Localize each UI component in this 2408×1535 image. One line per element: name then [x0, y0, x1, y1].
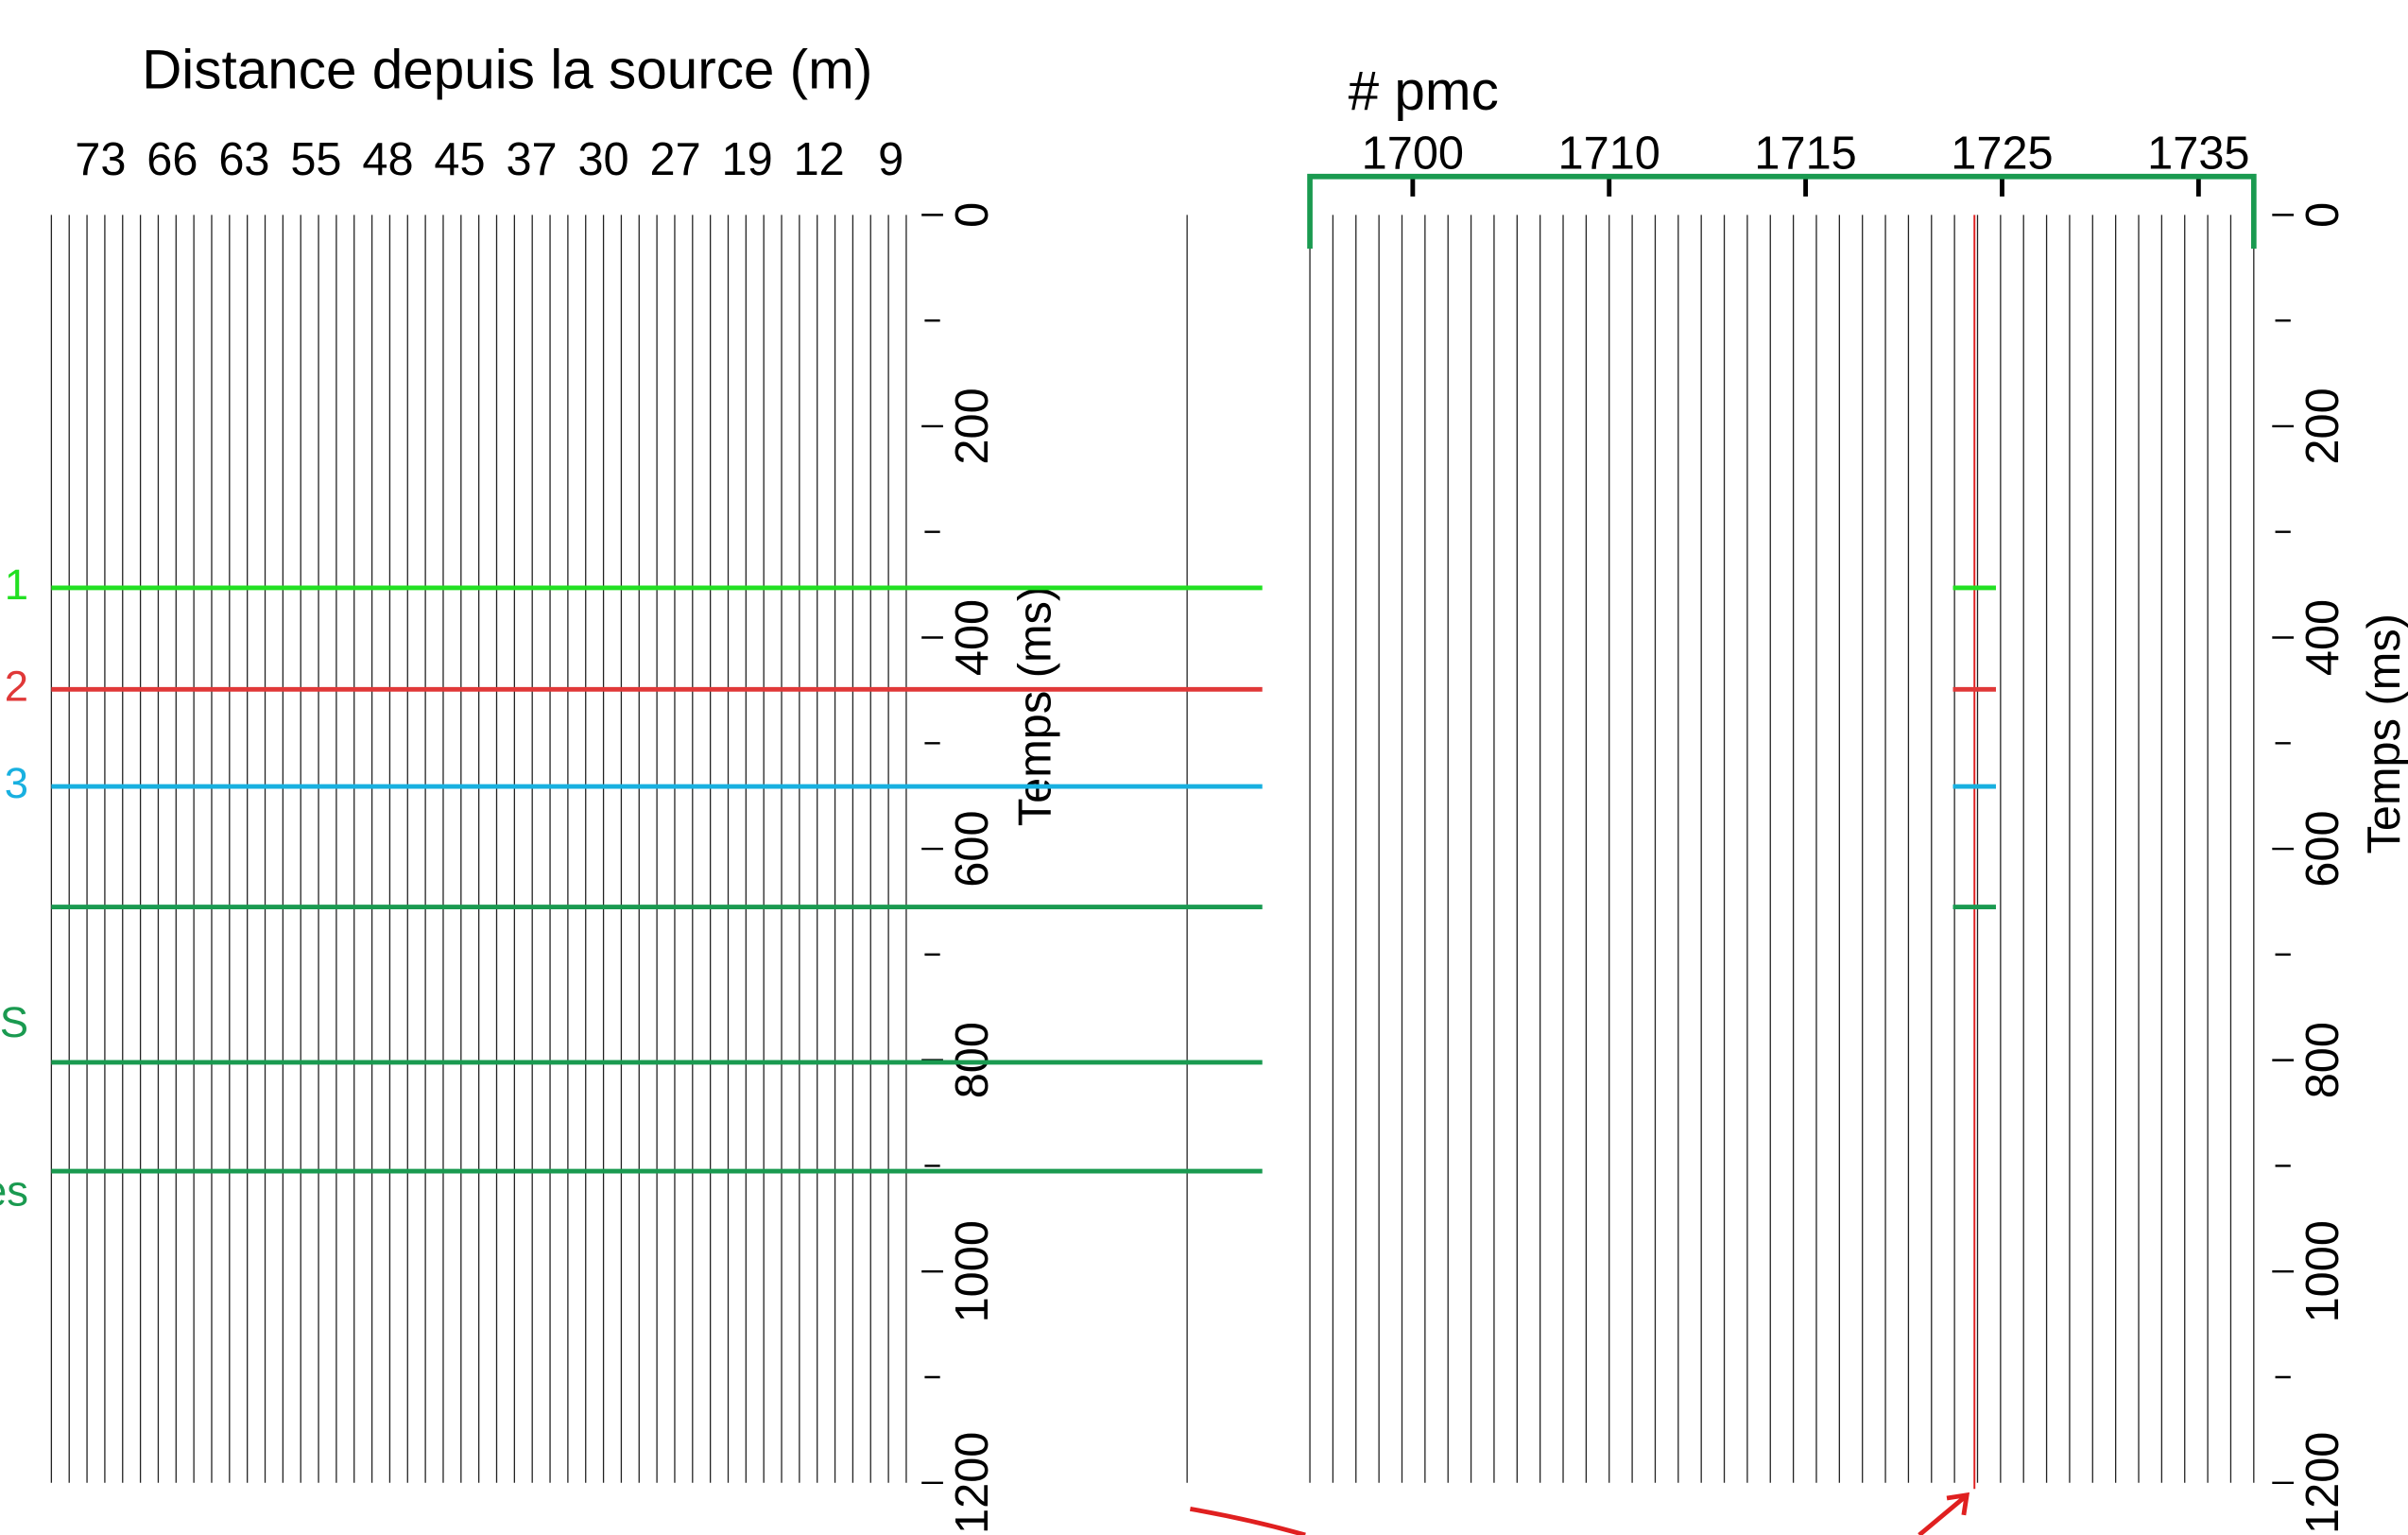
x-tick-label: 48	[362, 134, 413, 185]
x-tick-label: 63	[218, 134, 269, 185]
y-tick-label: 800	[2297, 1022, 2348, 1098]
x-tick-label: 1735	[2147, 129, 2249, 180]
x-tick-label: 19	[722, 134, 773, 185]
y-tick-label: 600	[2297, 810, 2348, 887]
x-tick-label: 1725	[1951, 129, 2053, 180]
arrow	[1918, 1492, 1970, 1535]
x-tick-label: 30	[577, 134, 628, 185]
chart-title: # pmc	[1349, 60, 1499, 122]
horizon-label: es	[0, 1166, 28, 1215]
x-tick-label: 27	[650, 134, 701, 185]
horizon-label: 2	[5, 662, 28, 710]
y-tick-label: 200	[947, 388, 998, 464]
x-tick-label: 1710	[1558, 129, 1660, 180]
x-tick-label: 45	[434, 134, 485, 185]
x-tick-label: 73	[75, 134, 126, 185]
x-tick-label: 55	[290, 134, 341, 185]
x-tick-label: 1700	[1362, 129, 1464, 180]
x-tick-label: 12	[794, 134, 845, 185]
y-tick-label: 600	[947, 810, 998, 887]
y-axis-title: Temps (ms)	[1009, 586, 1060, 826]
header-box	[1307, 173, 2257, 250]
x-tick-label: 66	[146, 134, 198, 185]
y-tick-label: 1000	[2297, 1220, 2348, 1322]
y-tick-label: 0	[947, 202, 998, 228]
x-tick-label: 1715	[1754, 129, 1856, 180]
y-tick-label: 200	[2297, 388, 2348, 464]
y-tick-label: 0	[2297, 202, 2348, 228]
chart-title: Distance depuis la source (m)	[142, 39, 872, 100]
horizon-label: 1	[5, 561, 28, 609]
y-tick-label: 1000	[947, 1220, 998, 1322]
y-tick-label: 400	[2297, 599, 2348, 676]
y-axis-title: Temps (ms)	[2359, 613, 2408, 854]
horizon-label: S	[0, 998, 28, 1046]
y-tick-label: 1200	[947, 1432, 998, 1534]
x-tick-label: 37	[506, 134, 557, 185]
y-tick-label: 1200	[2297, 1432, 2348, 1534]
arrow	[1189, 1506, 1306, 1535]
horizon-label: 3	[5, 759, 28, 807]
y-tick-label: 400	[947, 599, 998, 676]
x-tick-label: 9	[878, 134, 903, 185]
